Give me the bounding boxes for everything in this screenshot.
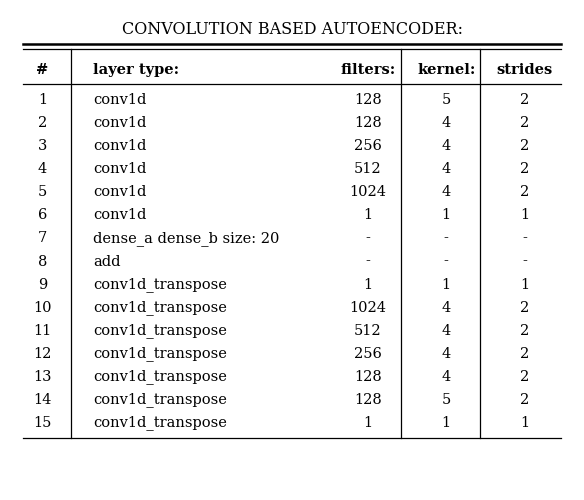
Text: conv1d: conv1d <box>93 140 147 153</box>
Text: 6: 6 <box>38 208 47 222</box>
Text: 2: 2 <box>520 93 529 107</box>
Text: 4: 4 <box>442 370 451 384</box>
Text: conv1d_transpose: conv1d_transpose <box>93 392 227 407</box>
Text: 5: 5 <box>442 393 451 407</box>
Text: 1024: 1024 <box>349 186 386 200</box>
Text: add: add <box>93 254 120 268</box>
Text: CONVOLUTION BASED AUTOENCODER:: CONVOLUTION BASED AUTOENCODER: <box>121 20 463 38</box>
Text: 1: 1 <box>520 208 529 222</box>
Text: 7: 7 <box>38 232 47 245</box>
Text: 2: 2 <box>520 300 529 314</box>
Text: 2: 2 <box>520 186 529 200</box>
Text: 4: 4 <box>442 162 451 176</box>
Text: -: - <box>444 232 449 245</box>
Text: -: - <box>365 232 370 245</box>
Text: 512: 512 <box>354 324 381 338</box>
Text: 1: 1 <box>442 208 451 222</box>
Text: 14: 14 <box>33 393 52 407</box>
Text: 4: 4 <box>442 140 451 153</box>
Text: 1: 1 <box>363 208 372 222</box>
Text: kernel:: kernel: <box>417 63 475 77</box>
Text: 4: 4 <box>442 116 451 130</box>
Text: 2: 2 <box>520 393 529 407</box>
Text: conv1d: conv1d <box>93 186 147 200</box>
Text: -: - <box>522 254 527 268</box>
Text: 4: 4 <box>442 300 451 314</box>
Text: 2: 2 <box>520 140 529 153</box>
Text: strides: strides <box>496 63 553 77</box>
Text: conv1d: conv1d <box>93 208 147 222</box>
Text: 4: 4 <box>442 186 451 200</box>
Text: 1: 1 <box>442 416 451 430</box>
Text: conv1d_transpose: conv1d_transpose <box>93 346 227 361</box>
Text: #: # <box>36 63 48 77</box>
Text: 256: 256 <box>354 346 381 360</box>
Text: 4: 4 <box>442 324 451 338</box>
Text: -: - <box>365 254 370 268</box>
Text: 11: 11 <box>33 324 51 338</box>
Text: 1: 1 <box>442 278 451 291</box>
Text: 5: 5 <box>442 93 451 107</box>
Text: 15: 15 <box>33 416 52 430</box>
Text: 128: 128 <box>354 116 381 130</box>
Text: 13: 13 <box>33 370 52 384</box>
Text: 1024: 1024 <box>349 300 386 314</box>
Text: conv1d: conv1d <box>93 162 147 176</box>
Text: 1: 1 <box>520 416 529 430</box>
Text: 2: 2 <box>520 346 529 360</box>
Text: conv1d_transpose: conv1d_transpose <box>93 370 227 384</box>
Text: 2: 2 <box>520 162 529 176</box>
Text: 12: 12 <box>33 346 52 360</box>
Text: 9: 9 <box>38 278 47 291</box>
Text: 1: 1 <box>38 93 47 107</box>
Text: 128: 128 <box>354 370 381 384</box>
Text: 256: 256 <box>354 140 381 153</box>
Text: 128: 128 <box>354 93 381 107</box>
Text: 1: 1 <box>520 278 529 291</box>
Text: 4: 4 <box>38 162 47 176</box>
Text: conv1d_transpose: conv1d_transpose <box>93 323 227 338</box>
Text: conv1d_transpose: conv1d_transpose <box>93 416 227 430</box>
Text: 2: 2 <box>38 116 47 130</box>
Text: conv1d: conv1d <box>93 93 147 107</box>
Text: dense_a dense_b size: 20: dense_a dense_b size: 20 <box>93 231 279 246</box>
Text: conv1d_transpose: conv1d_transpose <box>93 300 227 315</box>
Text: filters:: filters: <box>340 63 395 77</box>
Text: 4: 4 <box>442 346 451 360</box>
Text: 3: 3 <box>38 140 47 153</box>
Text: conv1d: conv1d <box>93 116 147 130</box>
Text: 128: 128 <box>354 393 381 407</box>
Text: 8: 8 <box>38 254 47 268</box>
Text: 1: 1 <box>363 416 372 430</box>
Text: 5: 5 <box>38 186 47 200</box>
Text: 512: 512 <box>354 162 381 176</box>
Text: -: - <box>522 232 527 245</box>
Text: -: - <box>444 254 449 268</box>
Text: 1: 1 <box>363 278 372 291</box>
Text: 2: 2 <box>520 370 529 384</box>
Text: layer type:: layer type: <box>93 63 179 77</box>
Text: conv1d_transpose: conv1d_transpose <box>93 277 227 292</box>
Text: 2: 2 <box>520 324 529 338</box>
Text: 10: 10 <box>33 300 52 314</box>
Text: 2: 2 <box>520 116 529 130</box>
